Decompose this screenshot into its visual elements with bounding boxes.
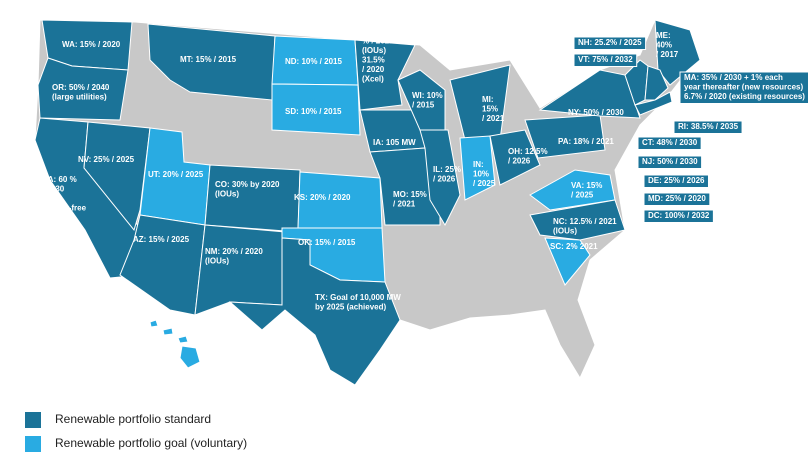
state-label: % / 2025 [362,37,394,46]
state-label: VT: 75% / 2032 [578,55,633,64]
state-label: AZ: 15% / 2025 [133,235,190,244]
state-label: MO: 15% [393,190,427,199]
state-shape [489,129,541,186]
state-label: ND: 10% / 2015 [285,57,342,66]
state-label: IL: 25% [433,165,461,174]
callout-box [643,174,709,188]
hawaii-island [179,345,201,369]
state-label: MD: 25% / 2020 [648,194,706,203]
state-label: / 2026 [433,175,456,184]
state-label: SD: 10% / 2015 [285,107,342,116]
state-label: ME: [656,31,671,40]
state-shape [529,199,626,241]
state-shape [271,83,361,136]
state-label: IN: [473,160,484,169]
state-shape [354,39,416,111]
state-label: 100% [42,194,62,203]
state-label: year thereafter (new resources) [684,83,804,92]
callout-box [637,136,702,150]
state-shape [544,237,591,286]
callout-box [679,71,808,104]
state-label: DE: 25% / 2026 [648,176,705,185]
state-label: OK: 15% / 2015 [298,238,356,247]
state-label: WI: 10% [412,91,443,100]
callout-box [637,155,703,169]
state-label: KS: 20% / 2020 [294,193,351,202]
state-label: WA: 15% / 2020 [62,40,121,49]
legend-label: Renewable portfolio standard [55,412,211,426]
state-label: NV: 25% / 2025 [78,155,135,164]
state-label: / 2026 [508,157,531,166]
state-label: / 2025 [571,191,594,200]
state-label: 15% [482,105,498,114]
state-label: / 2025 [473,179,496,188]
state-label: RI: 38.5% / 2035 [678,122,739,131]
state-shape [397,69,446,131]
state-label: / 2021 [482,114,505,123]
hawaii-island [149,319,159,328]
state-label: (IOUs) [215,190,239,199]
state-label: NY: 50% / 2030 [568,108,624,117]
state-label: DC: 100% / 2032 [648,211,710,220]
state-label: (large utilities) [52,93,107,102]
state-shape [37,57,129,121]
state-label: MI: [482,95,494,104]
state-label: UT: 20% / 2025 [148,170,204,179]
state-label: CO: 30% by 2020 [215,180,280,189]
callout-box [643,209,714,223]
state-label: / 2017 [656,50,679,59]
state-label: MN: 26.5 [362,27,395,36]
callout-box [573,53,638,67]
state-label: 40% [656,41,672,50]
state-label: NJ: 50% / 2030 [642,157,698,166]
state-label: 31.5% [362,56,385,65]
state-label: / 2015 [412,101,435,110]
state-label: SC: 2% 2021 [550,242,598,251]
state-label: / 2030 [42,185,65,194]
state-shape [194,224,286,316]
state-label: IA: 105 MW [373,138,416,147]
state-label: by 2045 [42,213,72,222]
legend-swatch [25,412,41,428]
legend-swatch [25,436,41,452]
callout-box [643,192,711,206]
hawaii-island [177,335,189,344]
legend-label: Renewable portfolio goal (voluntary) [55,436,247,450]
state-label: OH: 12.5% [508,147,548,156]
state-label: 10% [473,170,489,179]
state-label: / 2021 [393,200,416,209]
state-label: VA: 15% [571,181,602,190]
state-label: NM: 20% / 2020 [205,247,263,256]
state-shape [529,169,616,211]
state-label: 6.7% / 2020 (existing resources) [684,92,805,101]
hawaii-island [162,327,174,336]
state-label: carbon-free [42,204,87,213]
state-label: NC: 12.5% / 2021 [553,217,617,226]
callout-box [673,120,743,134]
state-shape [644,65,669,101]
state-label: (IOUs) [205,257,229,266]
state-label: NH: 25.2% / 2025 [578,38,642,47]
state-label: (IOUs) [553,227,577,236]
state-shape [419,129,461,227]
state-label: MA: 35% / 2030 + 1% each [684,73,783,82]
state-label: (IOUs) [362,46,386,55]
state-shape [524,114,606,159]
state-label: (Xcel) [362,75,384,84]
state-label: CA: 60 % [42,175,77,184]
state-shape [228,237,401,386]
state-label: / 2020 [362,65,385,74]
state-label: OR: 50% / 2040 [52,83,110,92]
callout-box [573,36,647,50]
state-label: PA: 18% / 2021 [558,137,614,146]
state-label: MT: 15% / 2015 [180,55,237,64]
state-label: CT: 48% / 2030 [642,138,698,147]
state-shape [634,91,673,116]
state-label: TX: Goal of 10,000 MW [315,293,401,302]
state-shape [83,121,151,232]
state-label: by 2025 (achieved) [315,303,386,312]
state-label: HI: 100% / 2045 [195,373,253,382]
state-shape [459,135,496,201]
